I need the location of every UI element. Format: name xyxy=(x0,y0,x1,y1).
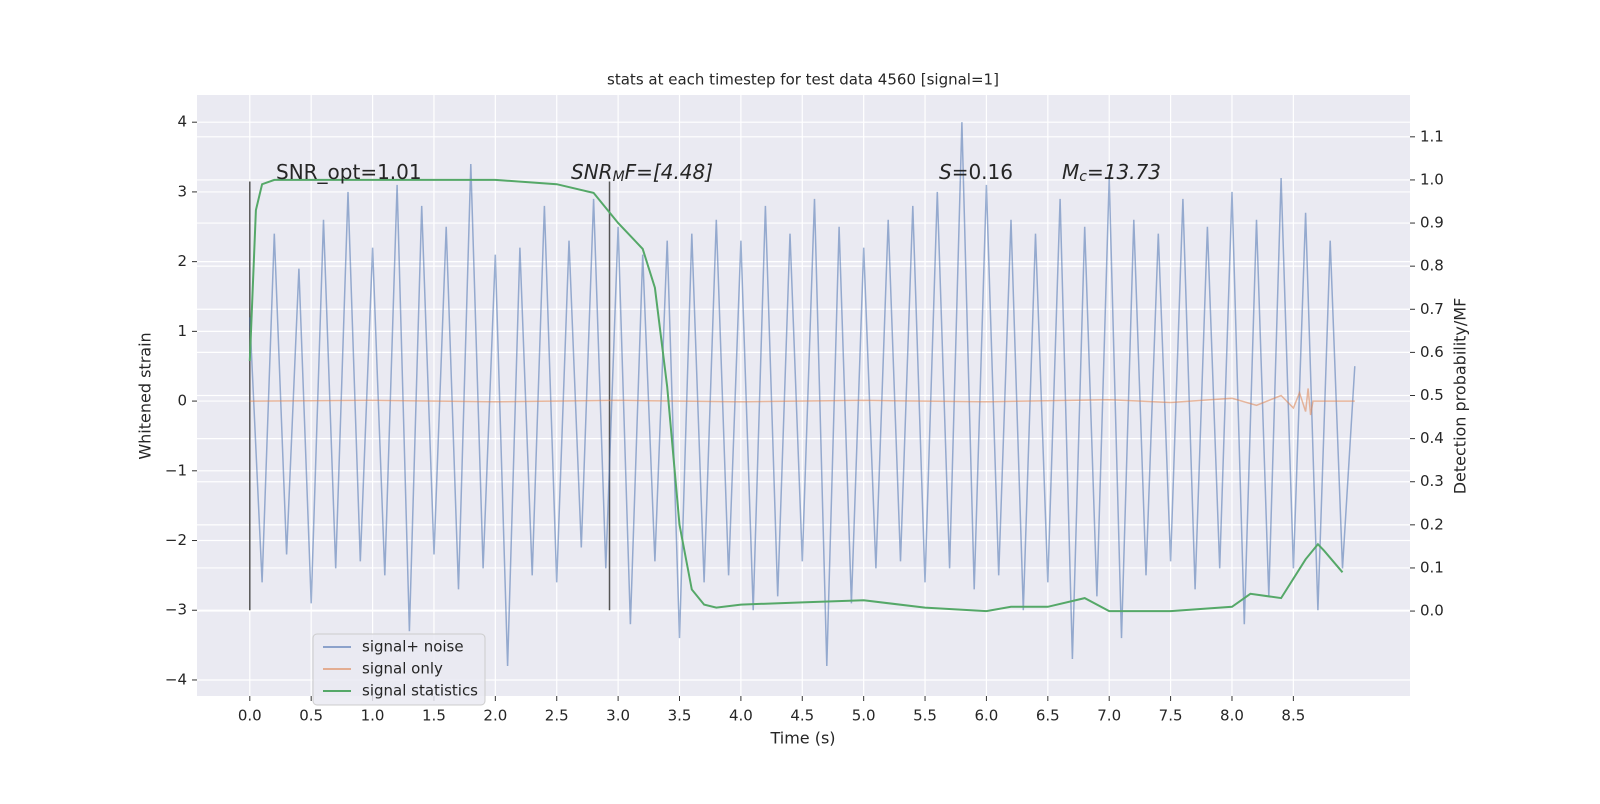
y2-tick-label: 0.4 xyxy=(1420,429,1444,447)
y2-tick-label: 0.3 xyxy=(1420,472,1444,490)
x-tick-label: 1.5 xyxy=(422,707,446,725)
x-tick-label: 4.0 xyxy=(729,707,753,725)
annotation-italic: SNR xyxy=(571,160,613,184)
y-tick-label: −4 xyxy=(165,670,187,688)
y-tick-label: 3 xyxy=(177,182,187,200)
series-line xyxy=(249,122,1356,667)
y2-axis-label: Detection probability/MF xyxy=(1451,298,1470,495)
x-tick-label: 2.5 xyxy=(545,707,569,725)
annotation-italic: S xyxy=(939,160,952,184)
chart-title: stats at each timestep for test data 456… xyxy=(607,71,999,89)
y2-tick-label: 0.6 xyxy=(1420,343,1444,361)
legend-label: signal only xyxy=(362,660,443,678)
y-tick-label: 1 xyxy=(177,322,187,340)
x-tick-label: 7.0 xyxy=(1097,707,1121,725)
x-axis-label: Time (s) xyxy=(769,729,835,748)
x-tick-label: 5.5 xyxy=(913,707,937,725)
annotation-text: F=[4.48] xyxy=(625,160,713,184)
y-tick-label: −1 xyxy=(165,461,187,479)
x-tick-label: 3.0 xyxy=(606,707,630,725)
annotation: S=0.16 xyxy=(939,160,1013,184)
x-tick-label: 0.5 xyxy=(299,707,323,725)
legend-label: signal statistics xyxy=(362,682,478,700)
legend-box xyxy=(312,633,486,706)
annotation-italic: M xyxy=(1062,160,1079,184)
series-line xyxy=(248,178,1344,613)
annotation-text: =0.16 xyxy=(952,160,1013,184)
annotation-text: =13.73 xyxy=(1087,160,1161,184)
y-tick-label: 4 xyxy=(177,113,187,131)
y2-tick-label: 0.1 xyxy=(1420,558,1444,576)
y-tick-label: 0 xyxy=(177,392,187,410)
y2-tick-label: 1.1 xyxy=(1420,127,1444,145)
annotation: SNRMF=[4.48] xyxy=(571,160,713,186)
x-tick-label: 2.0 xyxy=(483,707,507,725)
x-tick-label: 7.5 xyxy=(1159,707,1183,725)
y2-tick-label: 0.9 xyxy=(1420,214,1444,232)
annotation-subscript: M xyxy=(613,169,625,185)
y-tick-label: 2 xyxy=(177,252,187,270)
y2-tick-label: 1.0 xyxy=(1420,170,1444,188)
x-tick-label: 3.5 xyxy=(668,707,692,725)
x-tick-label: 1.0 xyxy=(361,707,385,725)
y-axis-label: Whitened strain xyxy=(136,332,155,459)
y-tick-label: −2 xyxy=(165,531,187,549)
x-tick-label: 5.0 xyxy=(852,707,876,725)
y-tick-label: −3 xyxy=(165,601,187,619)
y2-tick-label: 0.2 xyxy=(1420,515,1444,533)
x-tick-label: 6.0 xyxy=(975,707,999,725)
annotation-text: SNR_opt=1.01 xyxy=(276,160,422,184)
y2-tick-label: 0.5 xyxy=(1420,386,1444,404)
annotation-subscript: c xyxy=(1079,169,1087,185)
series-line xyxy=(249,388,1355,416)
legend-label: signal+ noise xyxy=(362,638,464,656)
x-tick-label: 0.0 xyxy=(238,707,262,725)
x-tick-label: 6.5 xyxy=(1036,707,1060,725)
x-tick-label: 8.5 xyxy=(1281,707,1305,725)
legend: signal+ noise signal only signal statistic… xyxy=(312,633,486,706)
annotation: Mc=13.73 xyxy=(1062,160,1161,186)
annotation: SNR_opt=1.01 xyxy=(276,160,422,184)
x-tick-label: 8.0 xyxy=(1220,707,1244,725)
x-tick-label: 4.5 xyxy=(790,707,814,725)
y2-tick-label: 0.8 xyxy=(1420,257,1444,275)
y2-tick-label: 0.7 xyxy=(1420,300,1444,318)
y2-tick-label: 0.0 xyxy=(1420,602,1444,620)
